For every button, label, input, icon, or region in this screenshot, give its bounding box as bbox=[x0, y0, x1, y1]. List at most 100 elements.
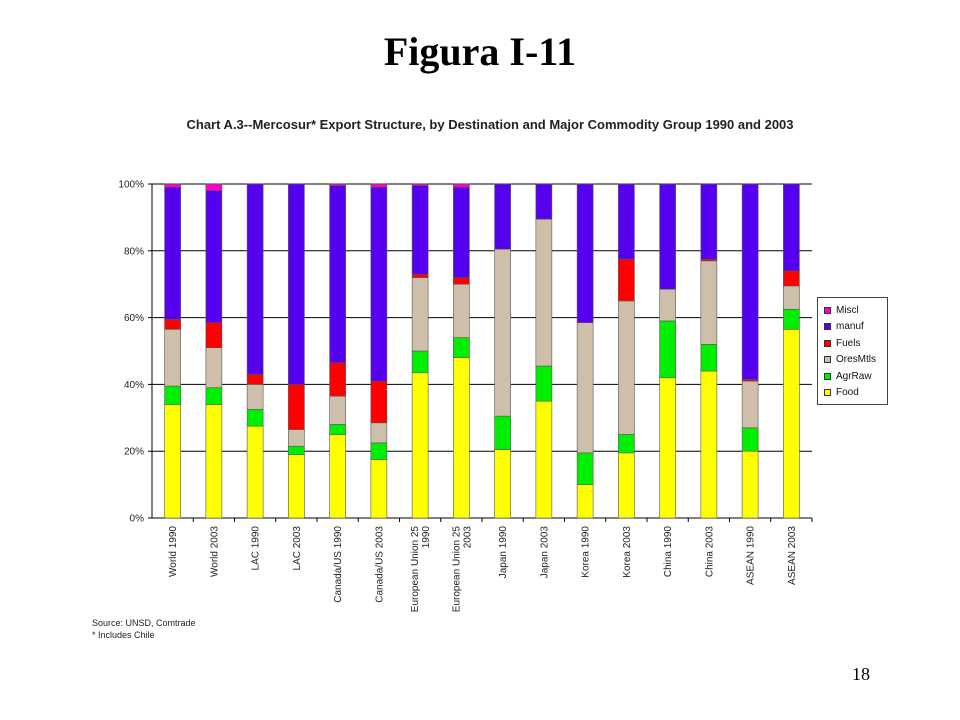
legend-swatch-food bbox=[824, 389, 831, 397]
bar-segment-agrraw bbox=[411, 350, 429, 374]
x-tick-label-line: LAC 1990 bbox=[251, 526, 262, 571]
bar-segment-oresmtls bbox=[659, 288, 676, 322]
x-tick-label: Canada/US 2003 bbox=[374, 526, 385, 603]
bar-segment-oresmtls bbox=[205, 347, 223, 389]
bar-segment-manuf bbox=[494, 183, 511, 250]
legend-swatch-oresmtls bbox=[824, 356, 831, 364]
bar-segment-manuf bbox=[329, 185, 346, 363]
bar-segment-agrraw bbox=[329, 424, 346, 435]
bar-segment-food bbox=[453, 357, 470, 519]
bar-segment-food bbox=[576, 484, 594, 519]
x-tick-label: European Union 25 1990 bbox=[410, 526, 432, 613]
bar-segment-oresmtls bbox=[453, 283, 470, 338]
legend-label-miscl: Miscl bbox=[836, 304, 859, 316]
x-tick-label-line: Canada/US 1990 bbox=[333, 526, 344, 603]
legend-label-manuf: manuf bbox=[836, 321, 864, 333]
y-tick-label: 100% bbox=[118, 180, 144, 191]
chart-title: Chart A.3--Mercosur* Export Structure, b… bbox=[186, 117, 794, 132]
bar-segment-oresmtls bbox=[783, 285, 800, 310]
bar-segment-oresmtls bbox=[576, 322, 594, 454]
bar-segment-agrraw bbox=[576, 452, 594, 485]
legend-label-oresmtls: OresMtls bbox=[836, 354, 876, 366]
bar-segment-food bbox=[370, 459, 388, 519]
bar-segment-food bbox=[205, 404, 223, 519]
bar-segment-agrraw bbox=[783, 308, 800, 330]
bar-segment-agrraw bbox=[659, 320, 676, 379]
bar-segment-fuels bbox=[164, 318, 181, 330]
source-note: Source: UNSD, Comtrade * Includes Chile bbox=[92, 617, 196, 641]
bar-segment-agrraw bbox=[741, 427, 759, 452]
bar-segment-agrraw bbox=[494, 415, 511, 450]
legend-swatch-fuels bbox=[824, 339, 831, 347]
bar-segment-manuf bbox=[370, 187, 388, 382]
legend-item-oresmtls: OresMtls bbox=[824, 352, 887, 369]
x-tick-label: ASEAN 2003 bbox=[787, 526, 798, 585]
y-tick-label: 20% bbox=[124, 447, 144, 458]
legend-item-manuf: manuf bbox=[824, 319, 887, 336]
x-tick-label: China 2003 bbox=[704, 526, 715, 578]
bar-segment-agrraw bbox=[164, 385, 181, 405]
x-tick-label-line: European Union 25 bbox=[451, 526, 462, 613]
legend-label-agrraw: AgrRaw bbox=[836, 370, 872, 382]
bar-segment-oresmtls bbox=[741, 380, 759, 429]
x-tick-label-line: Korea 2003 bbox=[622, 526, 633, 578]
x-tick-label-line: ASEAN 1990 bbox=[746, 526, 757, 585]
x-tick-label-line: European Union 25 bbox=[410, 526, 421, 613]
bar-segment-fuels bbox=[288, 384, 305, 430]
bar-segment-food bbox=[700, 370, 718, 519]
x-tick-label: LAC 1990 bbox=[251, 526, 262, 571]
x-tick-label-line: Canada/US 2003 bbox=[374, 526, 385, 603]
x-tick-label: China 1990 bbox=[663, 526, 674, 578]
bar-segment-manuf bbox=[576, 183, 594, 323]
source-line: Source: UNSD, Comtrade bbox=[92, 618, 196, 628]
bar-segment-fuels bbox=[329, 362, 346, 397]
bar-segment-manuf bbox=[535, 183, 553, 220]
bar-segment-manuf bbox=[453, 187, 470, 278]
x-tick-label: World 2003 bbox=[209, 526, 220, 577]
bar-segment-oresmtls bbox=[700, 260, 718, 345]
bar-segment-oresmtls bbox=[370, 422, 388, 444]
bar-segment-fuels bbox=[246, 374, 264, 385]
bar-segment-oresmtls bbox=[618, 300, 635, 435]
bar-segment-agrraw bbox=[205, 387, 223, 405]
bar-segment-manuf bbox=[246, 183, 264, 375]
x-tick-label-line: Japan 2003 bbox=[539, 526, 550, 579]
x-tick-label-line: Japan 1990 bbox=[498, 526, 509, 579]
bar-segment-oresmtls bbox=[411, 277, 429, 352]
bar-segment-agrraw bbox=[288, 445, 305, 455]
bar-segment-agrraw bbox=[370, 442, 388, 460]
bar-segment-manuf bbox=[700, 183, 718, 260]
x-tick-label-line: China 1990 bbox=[663, 526, 674, 578]
y-tick-label: 40% bbox=[124, 380, 144, 391]
x-tick-label-line: ASEAN 2003 bbox=[787, 526, 798, 585]
x-tick-label: Canada/US 1990 bbox=[333, 526, 344, 603]
bar-segment-fuels bbox=[618, 258, 635, 302]
bar-segment-agrraw bbox=[700, 344, 718, 372]
x-tick-label-line: World 2003 bbox=[209, 526, 220, 577]
bar-segment-fuels bbox=[783, 270, 800, 287]
legend-item-fuels: Fuels bbox=[824, 335, 887, 352]
bar-segment-food bbox=[329, 434, 346, 519]
legend-label-food: Food bbox=[836, 387, 859, 399]
bar-segment-fuels bbox=[411, 273, 429, 278]
bar-segment-fuels bbox=[370, 380, 388, 424]
slide-title: Figura I-11 bbox=[383, 29, 577, 74]
y-tick-label: 0% bbox=[130, 514, 145, 525]
legend-swatch-manuf bbox=[824, 323, 831, 331]
bar-segment-agrraw bbox=[535, 365, 553, 402]
bar-segment-manuf bbox=[741, 183, 759, 380]
legend-item-agrraw: AgrRaw bbox=[824, 368, 887, 385]
bar-segment-manuf bbox=[205, 190, 223, 323]
legend-label-fuels: Fuels bbox=[836, 337, 861, 349]
x-tick-label: Japan 1990 bbox=[498, 526, 509, 579]
bar-segment-oresmtls bbox=[246, 384, 264, 410]
bar-segment-oresmtls bbox=[535, 218, 553, 367]
x-tick-label: World 1990 bbox=[168, 526, 179, 577]
bar-segment-food bbox=[246, 425, 264, 519]
bar-segment-miscl bbox=[205, 183, 223, 191]
bar-segment-food bbox=[618, 452, 635, 519]
y-tick-label: 60% bbox=[124, 313, 144, 324]
bar-segment-fuels bbox=[205, 322, 223, 348]
footnote-line: * Includes Chile bbox=[92, 630, 155, 640]
x-tick-label: Korea 2003 bbox=[622, 526, 633, 578]
